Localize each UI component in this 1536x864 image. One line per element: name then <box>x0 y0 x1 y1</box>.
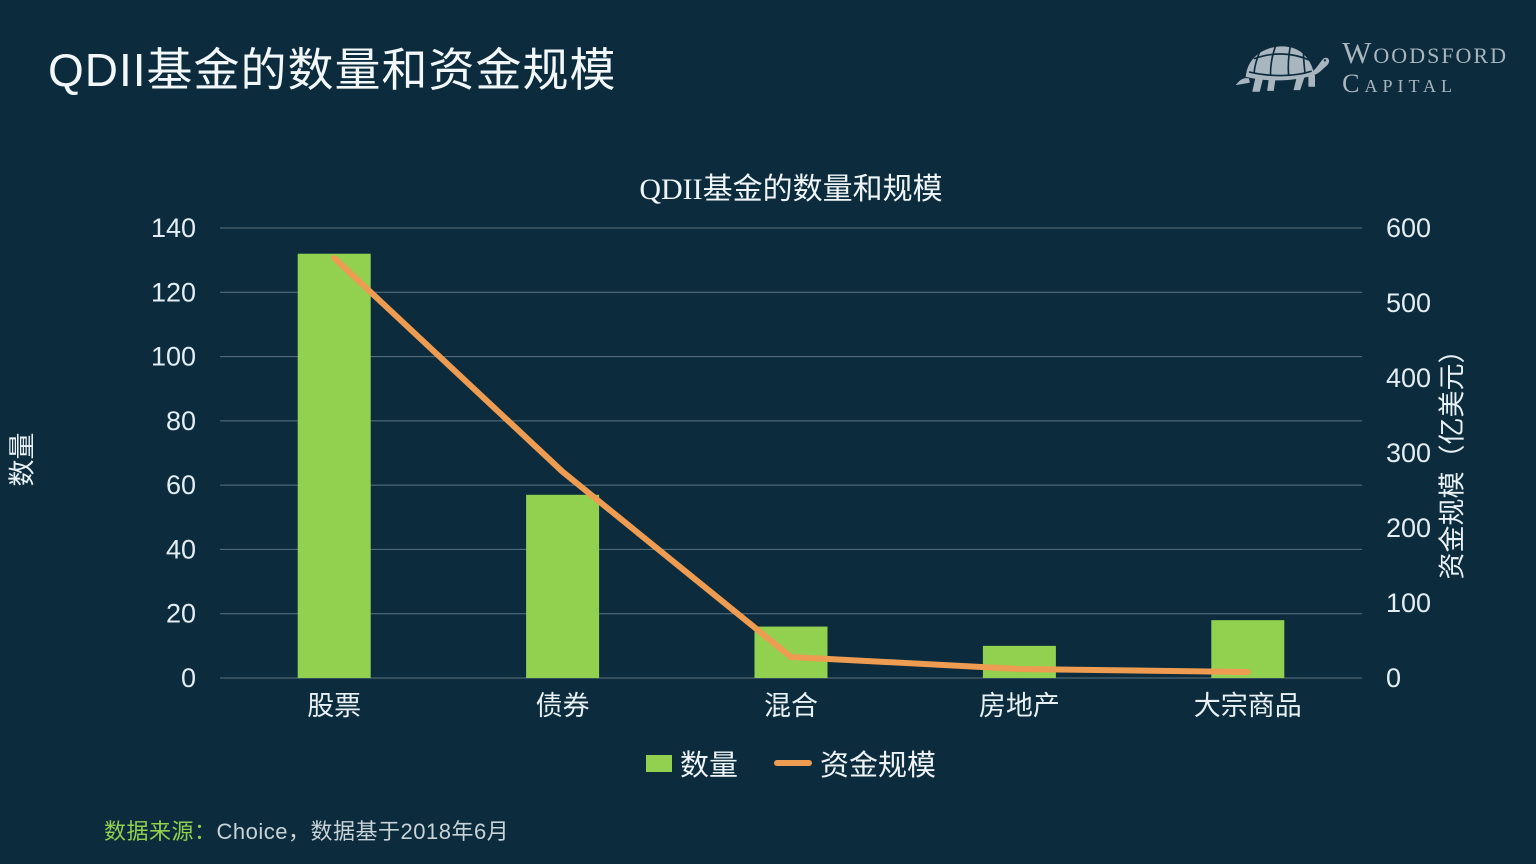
right-axis-tick-label: 0 <box>1386 663 1401 693</box>
left-axis-tick-label: 120 <box>151 277 196 307</box>
company-logo: Woodsford Capital <box>1232 34 1508 100</box>
right-axis-tick-label: 500 <box>1386 288 1431 318</box>
right-axis-tick-label: 200 <box>1386 513 1431 543</box>
right-axis-title: 资金规模（亿美元） <box>1437 336 1468 580</box>
category-label: 房地产 <box>979 691 1060 721</box>
chart-legend: 数量 资金规模 <box>220 742 1362 784</box>
left-axis-tick-label: 0 <box>181 663 196 693</box>
left-axis-tick-label: 40 <box>166 534 196 564</box>
left-axis-tick-label: 80 <box>166 406 196 436</box>
legend-item-bar-series: 数量 <box>645 742 738 784</box>
left-axis-tick-label: 20 <box>166 599 196 629</box>
right-axis-tick-label: 300 <box>1386 438 1431 468</box>
legend-label-bar-series: 数量 <box>679 750 738 782</box>
left-axis-tick-label: 140 <box>151 213 196 243</box>
data-source-note: 数据来源：Choice，数据基于2018年6月 <box>104 814 509 846</box>
right-axis-tick-label: 600 <box>1386 213 1431 243</box>
right-axis-tick-label: 400 <box>1386 363 1431 393</box>
category-label: 大宗商品 <box>1194 691 1302 721</box>
line-series-swatch-icon <box>774 760 812 766</box>
logo-line1: Woodsford <box>1342 35 1508 71</box>
legend-label-line-series: 资金规模 <box>820 750 937 782</box>
chart-title: QDII基金的数量和规模 <box>639 173 943 206</box>
data-source-text: Choice，数据基于2018年6月 <box>216 819 510 844</box>
logo-line2: Capital <box>1342 68 1458 98</box>
category-label: 股票 <box>307 691 361 721</box>
data-source-label: 数据来源： <box>104 819 217 844</box>
left-axis-title: 数量 <box>7 432 38 487</box>
category-label: 混合 <box>764 691 818 721</box>
bar-series-swatch-icon <box>645 754 672 772</box>
turtle-logo-icon <box>1235 46 1330 92</box>
left-axis-tick-label: 60 <box>166 470 196 500</box>
logo-text: Woodsford Capital <box>1342 37 1508 97</box>
right-axis-tick-label: 100 <box>1386 588 1431 618</box>
line-series <box>331 255 1251 675</box>
bar-房地产 <box>982 645 1056 678</box>
page-title: QDII基金的数量和资金规模 <box>48 44 617 96</box>
category-label: 债券 <box>536 691 590 721</box>
left-axis-tick-label: 100 <box>151 342 196 372</box>
bar-股票 <box>297 253 371 678</box>
bar-债券 <box>526 494 600 678</box>
legend-item-line-series: 资金规模 <box>774 742 936 784</box>
bar-大宗商品 <box>1211 620 1285 678</box>
